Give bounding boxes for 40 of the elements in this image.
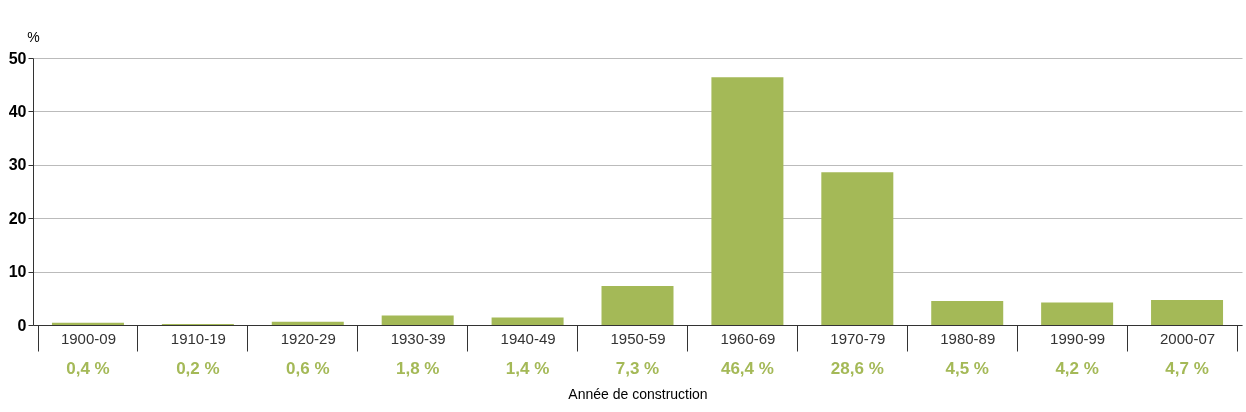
y-tick-label: 50 xyxy=(8,49,27,67)
bar xyxy=(821,172,894,325)
data-label: 7,3 % xyxy=(615,359,660,378)
bar xyxy=(491,317,564,325)
x-axis-title: Année de construction xyxy=(568,386,708,402)
data-label: 4,2 % xyxy=(1055,359,1099,378)
y-tick-label: 20 xyxy=(8,209,27,227)
x-tick-label: 1910-19 xyxy=(170,329,226,347)
y-tick-label: 30 xyxy=(8,156,27,174)
x-tick-label: 1980-89 xyxy=(940,329,996,347)
data-label: 1,8 % xyxy=(395,359,440,378)
x-tick-label: 1950-59 xyxy=(610,329,666,347)
y-tick-label: 40 xyxy=(8,102,27,120)
y-axis-title: % xyxy=(27,28,40,45)
data-label: 1,4 % xyxy=(505,359,550,378)
y-tick-label: 10 xyxy=(8,263,27,281)
data-label: 0,4 % xyxy=(66,359,110,378)
bar xyxy=(931,300,1004,325)
x-tick-label: 1920-29 xyxy=(280,329,336,347)
data-label: 46,4 % xyxy=(720,359,774,378)
x-tick-label: 1960-69 xyxy=(720,329,776,347)
x-tick-label: 1900-09 xyxy=(60,329,116,347)
x-tick-label: 1990-99 xyxy=(1050,329,1106,347)
data-label: 4,7 % xyxy=(1165,359,1209,378)
y-tick-label: 0 xyxy=(17,316,27,334)
data-label: 28,6 % xyxy=(830,359,884,378)
x-tick-label: 2000-07 xyxy=(1160,329,1216,347)
bar xyxy=(271,321,344,325)
bar xyxy=(711,77,784,325)
bar xyxy=(601,286,674,325)
x-tick-label: 1930-39 xyxy=(390,329,446,347)
data-label: 0,2 % xyxy=(176,359,220,378)
data-label: 4,5 % xyxy=(945,359,989,378)
x-tick-label: 1940-49 xyxy=(500,329,556,347)
bar xyxy=(381,315,454,325)
bar xyxy=(51,322,124,325)
data-label: 0,6 % xyxy=(286,359,330,378)
bar xyxy=(1041,302,1114,325)
x-tick-label: 1970-79 xyxy=(830,329,886,347)
bar xyxy=(1151,299,1224,325)
